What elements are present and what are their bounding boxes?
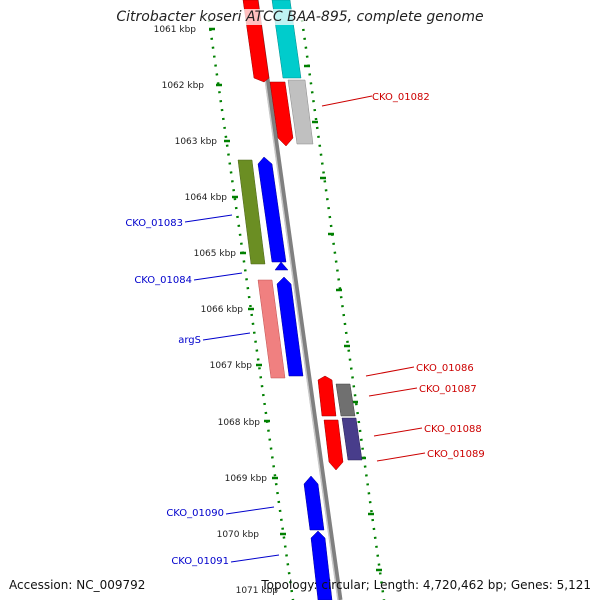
leader-cko-01082	[321, 95, 373, 107]
ruler-label-1061: 1061 kbp	[154, 25, 197, 35]
ruler-label-1067: 1067 kbp	[210, 361, 253, 371]
leader-cko-01088	[373, 427, 423, 437]
gene-label-cko-01089: CKO_01089	[427, 449, 485, 460]
gene-arrow-salmon-args	[257, 279, 286, 379]
gene-arrow-red-1088	[323, 419, 344, 471]
gene-label-cko-01091: CKO_01091	[171, 556, 229, 567]
gene-label-cko-01087: CKO_01087	[419, 384, 477, 395]
gene-arrow-olive-1083	[237, 159, 266, 265]
gene-arrow-blue-1083	[257, 156, 287, 263]
gene-label-cko-01082: CKO_01082	[372, 92, 430, 103]
leader-cko-01086	[365, 366, 415, 377]
genome-backbone-highlight	[253, 0, 339, 600]
ruler-label-1066: 1066 kbp	[201, 305, 244, 315]
accession-label: Accession: NC_009792	[9, 578, 146, 592]
gene-arrow-blue-args	[276, 276, 304, 377]
gene-label-args: argS	[178, 335, 201, 346]
gene-arrow-slate-1089	[341, 417, 363, 461]
leader-cko-01090	[225, 506, 275, 515]
leader-cko-01083	[184, 214, 233, 223]
leader-cko-01091	[230, 554, 280, 563]
gene-arrow-gray-1082	[287, 79, 314, 145]
gene-arrow-red-1086	[317, 375, 337, 417]
gene-arrow-blue-1091	[310, 530, 333, 600]
gene-arrow-blue-1084	[274, 261, 289, 271]
ruler-label-1063: 1063 kbp	[175, 137, 218, 147]
ruler-label-1064: 1064 kbp	[185, 193, 228, 203]
ruler-label-1070: 1070 kbp	[217, 530, 260, 540]
ruler-label-1065: 1065 kbp	[194, 249, 237, 259]
leader-args	[202, 332, 251, 341]
genome-summary: Topology: circular; Length: 4,720,462 bp…	[261, 578, 591, 592]
map-title: Citrobacter koseri ATCC BAA-895, complet…	[0, 9, 600, 25]
gene-label-cko-01083: CKO_01083	[125, 218, 183, 229]
gene-label-cko-01090: CKO_01090	[166, 508, 224, 519]
leader-cko-01089	[376, 452, 426, 462]
ruler-label-1068: 1068 kbp	[218, 418, 261, 428]
ruler-label-1069: 1069 kbp	[225, 474, 268, 484]
leader-cko-01084	[193, 272, 243, 281]
gene-label-cko-01088: CKO_01088	[424, 424, 482, 435]
gene-arrow-red-1082a	[269, 81, 294, 147]
ruler-label-1062: 1062 kbp	[162, 81, 205, 91]
ruler-label-1071: 1071 kbp	[236, 586, 279, 596]
gene-arrow-blue-1090	[303, 475, 325, 531]
gene-label-cko-01084: CKO_01084	[134, 275, 192, 286]
ruler-major-ticks	[209, 27, 382, 572]
leader-cko-01087	[368, 387, 418, 397]
genome-backbone	[253, 0, 343, 600]
gene-label-cko-01086: CKO_01086	[416, 363, 474, 374]
gene-arrow-darkgray-1087	[335, 383, 356, 417]
